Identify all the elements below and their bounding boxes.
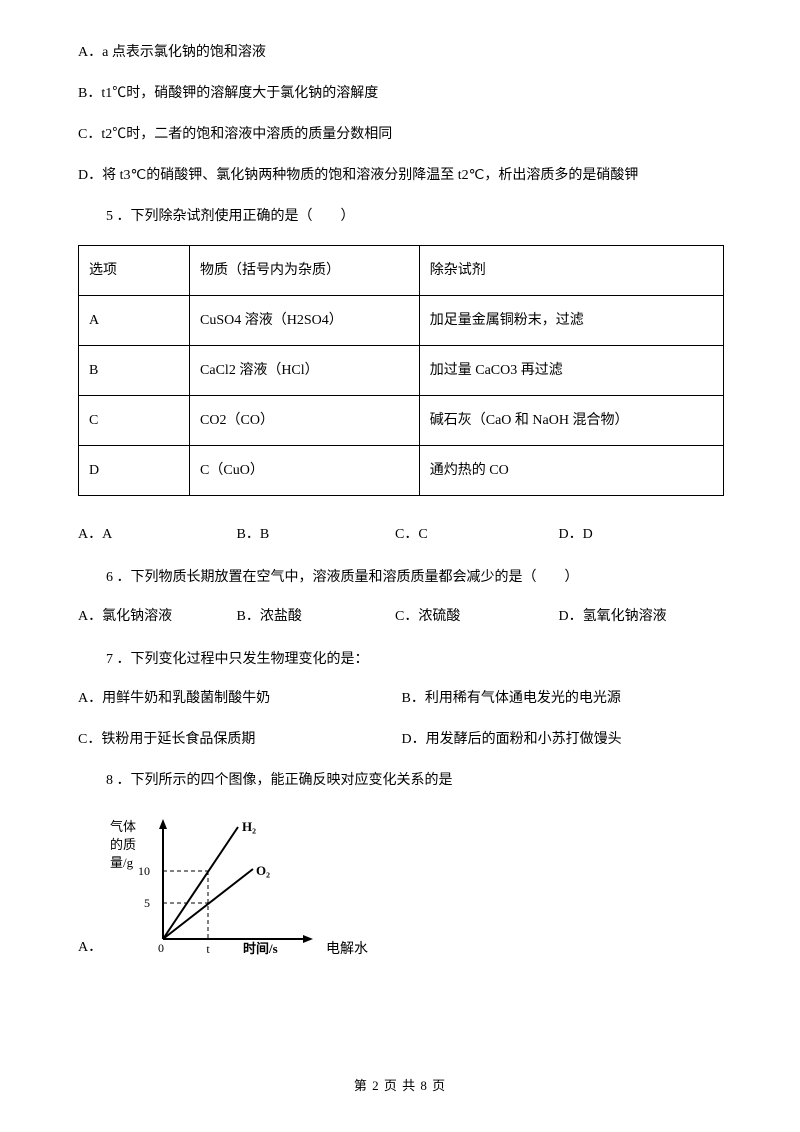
table-cell: CO2（CO） [190,396,420,446]
table-cell: D [79,446,190,496]
electrolysis-chart: 5 10 0 t 气体 的质 量/g 时间/s H₂ O₂ [108,809,328,959]
y-axis-label-1: 气体 [110,819,136,834]
q7-option-a: A．用鲜牛奶和乳酸菌制酸牛奶 [78,688,398,709]
series-h2-label: H₂ [242,819,256,834]
x-axis-label: 时间/s [243,941,278,956]
y-tick-5: 5 [144,896,150,910]
q6-option-b: B．浓盐酸 [237,606,392,627]
q6-options: A．氯化钠溶液 B．浓盐酸 C．浓硫酸 D．氢氧化钠溶液 [78,606,722,627]
q8-stem: 8 ．下列所示的四个图像，能正确反映对应变化关系的是 [78,770,722,791]
q6-option-c: C．浓硫酸 [395,606,555,627]
y-tick-10: 10 [138,864,150,878]
q5-answer-b: B．B [237,524,392,545]
q7-option-d: D．用发酵后的面粉和小苏打做馒头 [402,729,622,750]
table-cell: 加过量 CaCO3 再过滤 [419,346,723,396]
page-content: A．a 点表示氯化钠的饱和溶液 B．t1℃时，硝酸钾的溶解度大于氯化钠的溶解度 … [0,0,800,969]
q7-row2: C．铁粉用于延长食品保质期 D．用发酵后的面粉和小苏打做馒头 [78,729,722,750]
table-cell: A [79,296,190,346]
table-row: D C（CuO） 通灼热的 CO [79,446,724,496]
table-cell: B [79,346,190,396]
table-header-cell: 物质（括号内为杂质） [190,246,420,296]
q8-option-a-caption: 电解水 [326,939,368,960]
q4-option-a: A．a 点表示氯化钠的饱和溶液 [78,42,722,63]
q5-table: 选项 物质（括号内为杂质） 除杂试剂 A CuSO4 溶液（H2SO4） 加足量… [78,245,724,496]
table-header-cell: 除杂试剂 [419,246,723,296]
table-cell: 通灼热的 CO [419,446,723,496]
table-cell: CaCl2 溶液（HCl） [190,346,420,396]
q4-option-b: B．t1℃时，硝酸钾的溶解度大于氯化钠的溶解度 [78,83,722,104]
q7-option-c: C．铁粉用于延长食品保质期 [78,729,398,750]
q5-answer-a: A．A [78,524,233,545]
q5-answers: A．A B．B C．C D．D [78,524,722,545]
table-row: B CaCl2 溶液（HCl） 加过量 CaCO3 再过滤 [79,346,724,396]
table-cell: C [79,396,190,446]
q4-option-d: D．将 t3℃的硝酸钾、氯化钠两种物质的饱和溶液分别降温至 t2℃，析出溶质多的… [78,165,722,186]
q5-answer-d: D．D [559,524,593,545]
q8-option-a-label: A． [78,937,102,958]
q7-option-b: B．利用稀有气体通电发光的电光源 [402,688,621,709]
q8-option-a-figure: A． 5 10 0 t 气体 的质 量/g 时间/s H₂ [78,809,722,969]
table-header-cell: 选项 [79,246,190,296]
q5-answer-c: C．C [395,524,555,545]
table-cell: 碱石灰（CaO 和 NaOH 混合物） [419,396,723,446]
table-cell: C（CuO） [190,446,420,496]
q5-stem: 5 ．下列除杂试剂使用正确的是（ ） [78,206,722,227]
x-tick-t: t [206,942,210,956]
q7-row1: A．用鲜牛奶和乳酸菌制酸牛奶 B．利用稀有气体通电发光的电光源 [78,688,722,709]
series-o2-label: O₂ [256,863,270,878]
table-row: 选项 物质（括号内为杂质） 除杂试剂 [79,246,724,296]
table-cell: 加足量金属铜粉末，过滤 [419,296,723,346]
table-row: A CuSO4 溶液（H2SO4） 加足量金属铜粉末，过滤 [79,296,724,346]
q7-stem: 7 ．下列变化过程中只发生物理变化的是： [78,649,722,670]
q4-option-c: C．t2℃时，二者的饱和溶液中溶质的质量分数相同 [78,124,722,145]
y-axis-label-3: 量/g [110,855,134,870]
y-axis-label-2: 的质 [110,837,136,852]
table-row: C CO2（CO） 碱石灰（CaO 和 NaOH 混合物） [79,396,724,446]
q6-stem: 6 ．下列物质长期放置在空气中，溶液质量和溶质质量都会减少的是（ ） [78,567,722,588]
page-footer: 第 2 页 共 8 页 [0,1075,800,1094]
origin-label: 0 [158,941,164,955]
table-cell: CuSO4 溶液（H2SO4） [190,296,420,346]
q6-option-d: D．氢氧化钠溶液 [559,606,667,627]
q6-option-a: A．氯化钠溶液 [78,606,233,627]
